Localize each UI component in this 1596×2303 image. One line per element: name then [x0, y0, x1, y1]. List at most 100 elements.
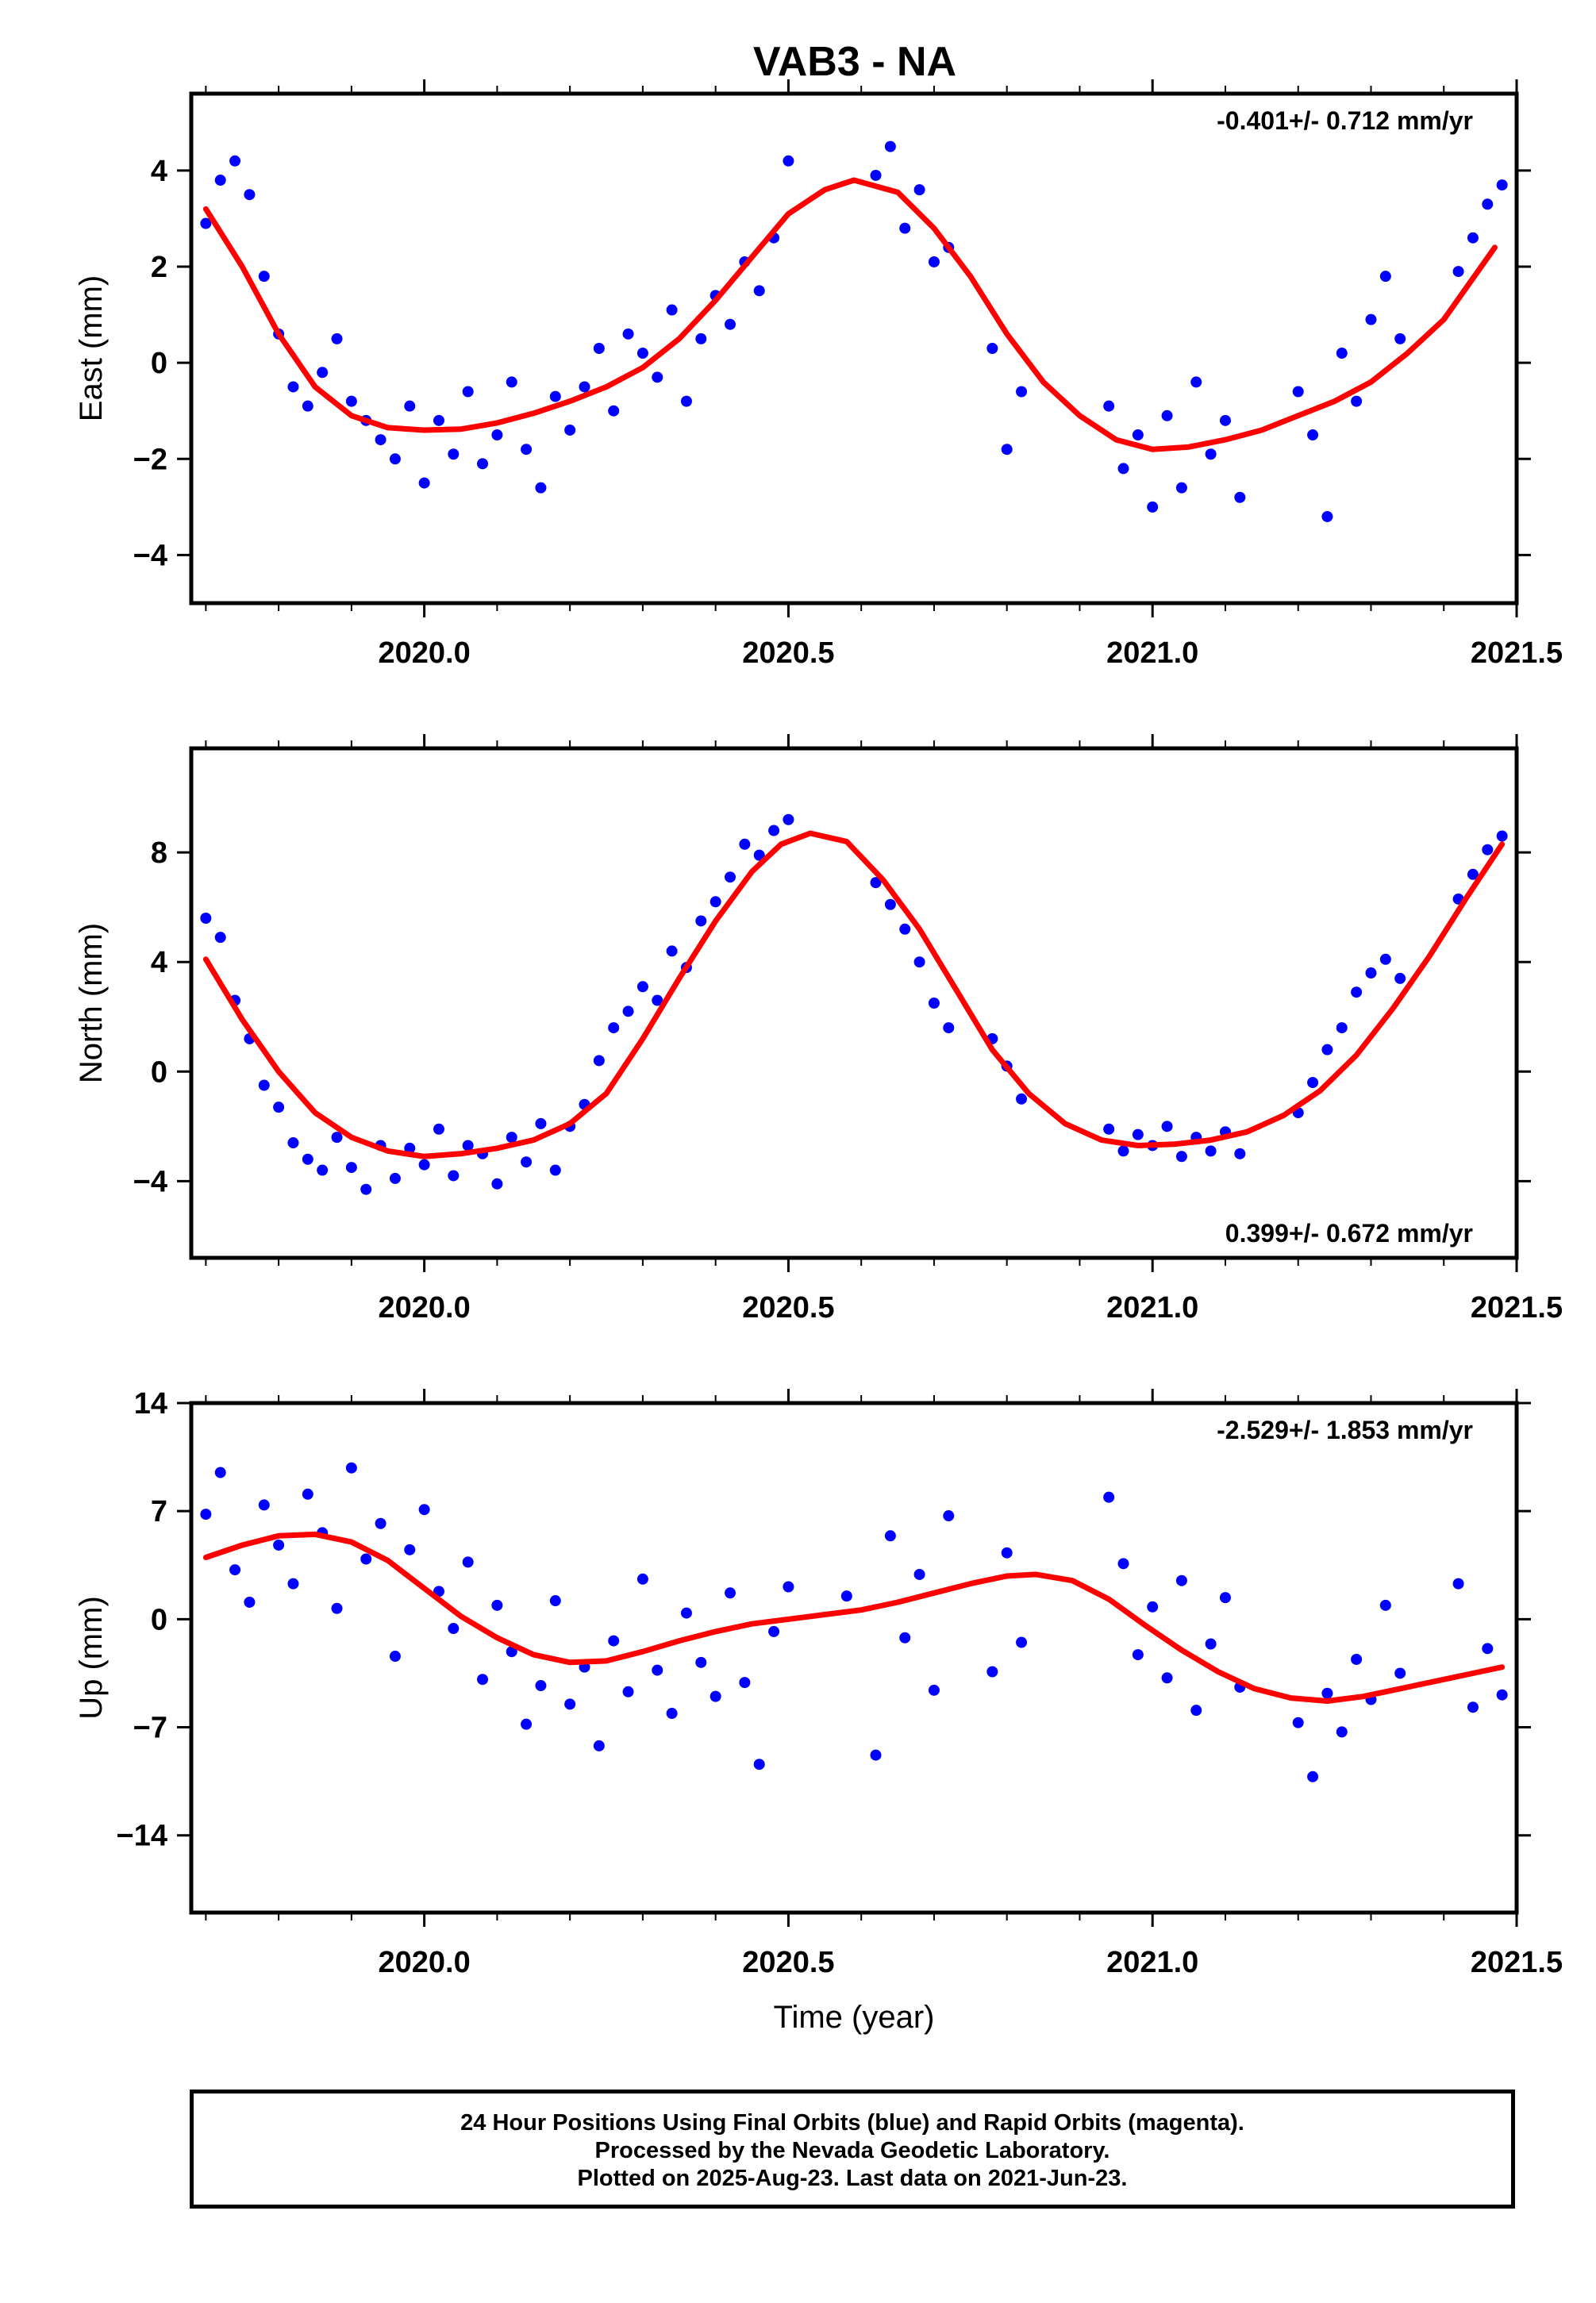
- data-point: [521, 1156, 533, 1168]
- data-point: [1132, 1128, 1144, 1140]
- data-point: [739, 1677, 751, 1689]
- data-point: [680, 395, 692, 407]
- data-point: [1132, 429, 1144, 441]
- data-point: [899, 222, 911, 234]
- data-point: [258, 1079, 270, 1091]
- data-point: [1190, 1705, 1202, 1717]
- footer-caption: 24 Hour Positions Using Final Orbits (bl…: [190, 2090, 1515, 2209]
- x-tick-label: 2021.5: [1471, 1291, 1563, 1325]
- data-point: [899, 1632, 911, 1644]
- data-point: [331, 333, 343, 344]
- data-point: [593, 1055, 605, 1067]
- data-point: [913, 184, 925, 196]
- data-point: [1496, 179, 1508, 191]
- data-point: [1132, 1649, 1144, 1661]
- data-point: [1117, 1558, 1129, 1570]
- data-point: [244, 189, 256, 201]
- data-point: [622, 1005, 634, 1017]
- data-point: [345, 395, 357, 407]
- data-point: [404, 1544, 416, 1555]
- data-point: [636, 348, 648, 359]
- data-point: [1336, 1726, 1348, 1738]
- data-point: [1219, 1592, 1231, 1604]
- data-point: [1161, 1121, 1173, 1132]
- data-point: [564, 424, 576, 436]
- data-point: [928, 998, 940, 1009]
- y-axis-label: East (mm): [74, 275, 109, 421]
- data-point: [433, 414, 444, 426]
- data-point: [710, 1690, 721, 1702]
- data-point: [345, 1462, 357, 1474]
- data-point: [1307, 1077, 1319, 1089]
- data-point: [783, 155, 794, 167]
- data-point: [753, 285, 765, 297]
- y-tick-label: 0: [151, 1055, 167, 1089]
- data-point: [1117, 1145, 1129, 1157]
- data-point: [506, 376, 517, 388]
- plot-frame: [189, 1401, 1519, 1915]
- data-point: [1205, 448, 1217, 460]
- data-point: [870, 877, 882, 889]
- data-point: [535, 482, 547, 494]
- data-point: [622, 1686, 634, 1697]
- data-point: [1205, 1638, 1217, 1650]
- x-tick-label: 2021.5: [1471, 636, 1563, 670]
- data-point: [535, 1680, 547, 1692]
- data-point: [521, 1718, 533, 1730]
- data-point: [870, 1749, 882, 1761]
- footer-line-2: Processed by the Nevada Geodetic Laborat…: [594, 2138, 1110, 2163]
- y-tick-label: 7: [151, 1495, 167, 1528]
- data-point: [666, 1708, 678, 1720]
- data-point: [593, 343, 605, 354]
- data-point: [229, 155, 241, 167]
- data-point: [1103, 1491, 1115, 1503]
- east-panel: 2020.0 2020.5 2021.0 2021.5 −4 −2 0 2 4 East (mm)…: [74, 79, 1563, 670]
- data-point: [462, 1140, 474, 1152]
- y-tick-label: 4: [151, 155, 167, 188]
- data-point: [258, 271, 270, 283]
- data-point: [652, 1664, 663, 1676]
- data-point: [1394, 1667, 1406, 1679]
- data-point: [943, 1022, 955, 1034]
- data-point: [1365, 967, 1377, 979]
- data-point: [1234, 1148, 1246, 1159]
- data-point: [345, 1162, 357, 1174]
- data-point: [636, 1573, 648, 1585]
- data-point: [389, 1651, 401, 1663]
- data-point: [1467, 1701, 1479, 1713]
- data-point: [652, 994, 663, 1006]
- data-point: [229, 1564, 241, 1576]
- data-point: [1452, 1578, 1464, 1590]
- data-point: [491, 429, 503, 441]
- data-point: [884, 898, 896, 910]
- x-tick-label: 2021.0: [1106, 1946, 1198, 1979]
- data-point: [375, 1517, 387, 1529]
- plot-frame: [189, 746, 1519, 1260]
- data-point: [1365, 313, 1377, 325]
- data-point: [287, 1137, 299, 1149]
- data-point: [1452, 266, 1464, 278]
- data-point: [1482, 844, 1494, 855]
- data-point: [1394, 333, 1406, 344]
- x-tick-label: 2021.0: [1106, 636, 1198, 670]
- footer-line-3: Plotted on 2025-Aug-23. Last data on 202…: [577, 2166, 1128, 2191]
- data-point: [986, 343, 998, 354]
- data-point: [200, 217, 212, 229]
- data-point: [739, 838, 751, 850]
- data-point: [360, 1183, 372, 1195]
- data-point: [1175, 482, 1187, 494]
- data-point: [214, 175, 226, 186]
- data-point: [375, 434, 387, 446]
- plot-area: [200, 1462, 1508, 1782]
- data-point: [1234, 491, 1246, 503]
- data-point: [695, 915, 707, 927]
- data-point: [1001, 444, 1013, 456]
- y-tick-label: −4: [133, 539, 167, 572]
- data-point: [1379, 953, 1391, 965]
- x-tick-label: 2021.0: [1106, 1291, 1198, 1325]
- data-point: [870, 169, 882, 181]
- data-point: [1161, 1672, 1173, 1684]
- data-point: [1351, 395, 1363, 407]
- y-tick-label: 0: [151, 347, 167, 380]
- data-point: [913, 1568, 925, 1580]
